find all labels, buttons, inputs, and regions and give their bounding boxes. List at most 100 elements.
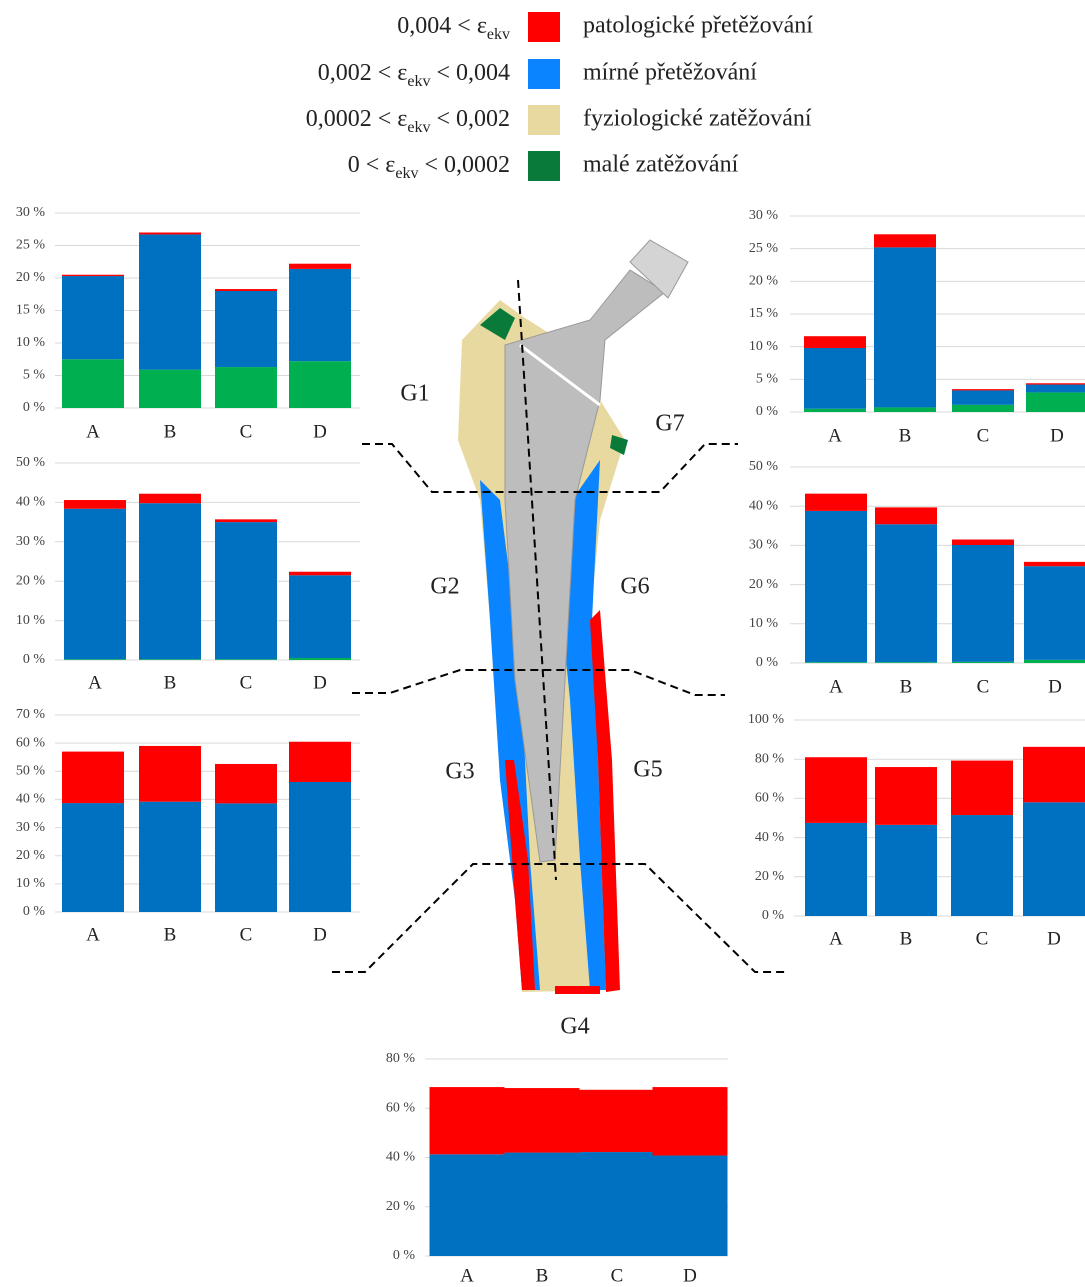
bar-chart: 0 % 5 % 10 % 15 % 20 % 25 % 30 % A B C D G7 <box>655 208 1085 446</box>
legend-swatch <box>528 151 560 181</box>
bar-segment <box>875 524 937 663</box>
y-tick-label: 80 % <box>386 1051 416 1066</box>
bar-segment <box>289 741 351 782</box>
bar-segment <box>1026 384 1085 393</box>
condition-part: ekv <box>407 73 430 90</box>
x-tick-label: A <box>86 421 100 442</box>
bar-segment <box>1026 383 1085 385</box>
bar-segment <box>289 658 351 660</box>
bar-chart: 0 % 20 % 40 % 60 % 80 % 100 % A B C D G5 <box>633 712 1085 949</box>
bar-segment <box>805 822 867 916</box>
bar-segment <box>429 1087 505 1155</box>
bar-segment <box>215 763 277 804</box>
x-tick-label: B <box>164 672 177 693</box>
bar-segment <box>139 493 201 504</box>
legend-label: patologické přetěžování <box>583 13 813 39</box>
x-tick-label: B <box>164 421 177 442</box>
bar-segment <box>139 659 201 660</box>
bar-segment <box>215 519 277 523</box>
x-tick-label: D <box>683 1265 697 1286</box>
y-tick-label: 40 % <box>16 792 46 807</box>
y-tick-label: 0 % <box>762 908 785 923</box>
bar-segment <box>805 510 867 663</box>
y-tick-label: 15 % <box>16 303 46 318</box>
bar-segment <box>579 1152 655 1256</box>
x-tick-label: C <box>240 672 253 693</box>
y-tick-label: 0 % <box>23 400 46 415</box>
bar-segment <box>874 247 936 408</box>
bar-segment <box>951 760 1013 816</box>
bar-segment <box>62 803 124 912</box>
bar-segment <box>64 659 126 660</box>
bar-segment <box>874 234 936 248</box>
bar-segment <box>289 781 351 912</box>
y-tick-label: 20 % <box>16 573 46 588</box>
bar-segment <box>875 507 937 525</box>
y-tick-label: 20 % <box>749 274 779 289</box>
y-tick-label: 0 % <box>756 404 779 419</box>
y-tick-label: 60 % <box>755 791 785 806</box>
charts: 0 % 5 % 10 % 15 % 20 % 25 % 30 % A B C D G1 0 % 10 % 2… <box>16 205 1085 1286</box>
y-tick-label: 20 % <box>749 577 779 592</box>
legend-condition: 0,002 < εekv < 0,004 <box>318 60 510 91</box>
legend-condition: 0,004 < εekv <box>397 13 510 44</box>
bar-segment <box>62 274 124 277</box>
y-tick-label: 15 % <box>749 306 779 321</box>
bar-segment <box>875 662 937 663</box>
condition-part: ε <box>397 60 407 86</box>
bar-segment <box>504 1152 580 1256</box>
bar-segment <box>952 661 1014 663</box>
y-tick-label: 30 % <box>16 534 46 549</box>
y-tick-label: 70 % <box>16 707 46 722</box>
x-tick-label: C <box>977 425 990 446</box>
condition-part: < 0,002 <box>436 106 510 132</box>
x-tick-label: D <box>313 924 327 945</box>
legend-swatch <box>528 12 560 42</box>
y-tick-label: 40 % <box>16 495 46 510</box>
zone-label: G4 <box>560 1014 589 1040</box>
legend-label: mírné přetěžování <box>583 60 757 86</box>
bar-segment <box>139 801 201 912</box>
y-tick-label: 10 % <box>16 335 46 350</box>
y-tick-label: 20 % <box>16 270 46 285</box>
y-tick-label: 30 % <box>16 205 46 220</box>
bar-chart: 0 % 10 % 20 % 30 % 40 % 50 % A B C D G2 <box>16 455 460 693</box>
bar-segment <box>62 276 124 360</box>
zone-label: G2 <box>430 574 459 600</box>
bar-segment <box>215 659 277 660</box>
bar-segment <box>139 234 201 370</box>
y-tick-label: 50 % <box>749 459 779 474</box>
legend-label: fyziologické zatěžování <box>583 106 812 132</box>
y-tick-label: 0 % <box>23 904 46 919</box>
bar-segment <box>952 390 1014 405</box>
bar-segment <box>215 289 277 291</box>
x-tick-label: C <box>240 421 253 442</box>
x-tick-label: B <box>164 924 177 945</box>
bar-segment <box>215 522 277 660</box>
bar-segment <box>139 503 201 660</box>
bar-segment <box>1024 659 1085 663</box>
legend-swatch <box>528 59 560 89</box>
zone-label: G7 <box>655 411 684 437</box>
condition-part: 0,004 < <box>397 13 471 39</box>
legend-swatch <box>528 105 560 135</box>
y-tick-label: 5 % <box>756 372 779 387</box>
x-tick-label: C <box>977 676 990 697</box>
y-tick-label: 25 % <box>16 238 46 253</box>
bar-chart: 0 % 5 % 10 % 15 % 20 % 25 % 30 % A B C D G1 <box>16 205 430 442</box>
bar-segment <box>1024 566 1085 660</box>
bar-segment <box>805 493 867 511</box>
y-tick-label: 10 % <box>749 339 779 354</box>
x-tick-label: A <box>86 924 100 945</box>
bar-chart: 0 % 20 % 40 % 60 % 80 % A B C D G4 <box>386 1014 728 1286</box>
legend: 0,004 < εekv patologické přetěžování0,002 … <box>306 12 813 182</box>
bar-segment <box>1024 561 1085 567</box>
y-tick-label: 0 % <box>756 655 779 670</box>
condition-part: 0,002 < <box>318 60 392 86</box>
y-tick-label: 60 % <box>16 735 46 750</box>
x-tick-label: D <box>1048 676 1062 697</box>
bar-segment <box>875 824 937 916</box>
bar-segment <box>289 575 351 659</box>
y-tick-label: 50 % <box>16 764 46 779</box>
